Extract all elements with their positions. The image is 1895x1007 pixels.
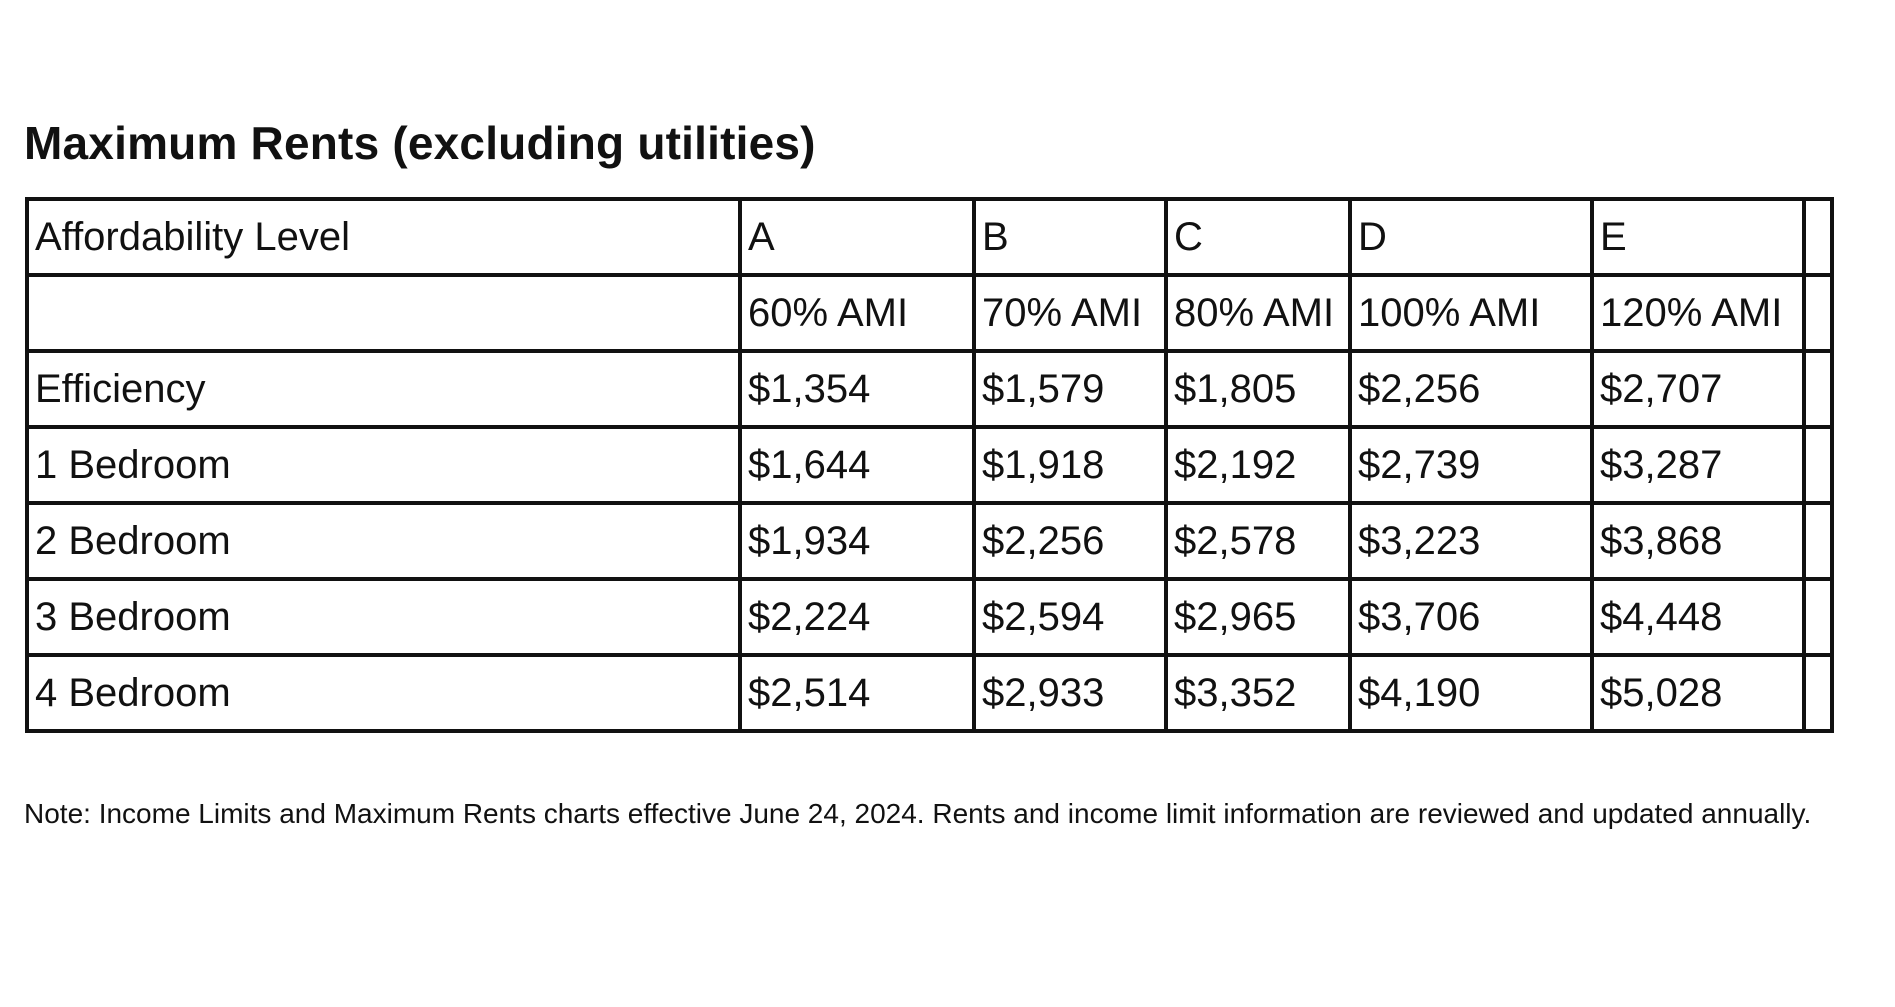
empty-cell xyxy=(1802,273,1834,353)
rent-cell: $1,934 xyxy=(738,501,976,581)
rent-cell: $1,805 xyxy=(1164,349,1352,429)
table-row: 4 Bedroom $2,514 $2,933 $3,352 $4,190 $5… xyxy=(25,653,1834,733)
ami-e-cell: 120% AMI xyxy=(1590,273,1806,353)
rent-cell: $2,256 xyxy=(1348,349,1594,429)
empty-cell xyxy=(1802,501,1834,581)
level-b-header: B xyxy=(972,197,1168,277)
unit-type-label: 2 Bedroom xyxy=(25,501,742,581)
unit-type-label: Efficiency xyxy=(25,349,742,429)
page-title: Maximum Rents (excluding utilities) xyxy=(24,117,816,169)
table-row: 3 Bedroom $2,224 $2,594 $2,965 $3,706 $4… xyxy=(25,577,1834,657)
level-d-header: D xyxy=(1348,197,1594,277)
ami-percentage-row: 60% AMI 70% AMI 80% AMI 100% AMI 120% AM… xyxy=(25,273,1834,353)
maximum-rents-table: Affordability Level A B C D E 60% AMI 70… xyxy=(25,197,1834,733)
empty-cell xyxy=(1802,577,1834,657)
empty-cell xyxy=(1802,349,1834,429)
rent-cell: $1,579 xyxy=(972,349,1168,429)
rent-cell: $4,190 xyxy=(1348,653,1594,733)
empty-cell xyxy=(1802,197,1834,277)
unit-type-label: 1 Bedroom xyxy=(25,425,742,505)
rent-cell: $2,578 xyxy=(1164,501,1352,581)
level-a-header: A xyxy=(738,197,976,277)
affordability-level-header-row: Affordability Level A B C D E xyxy=(25,197,1834,277)
level-c-header: C xyxy=(1164,197,1352,277)
rent-cell: $1,354 xyxy=(738,349,976,429)
ami-d-cell: 100% AMI xyxy=(1348,273,1594,353)
ami-c-cell: 80% AMI xyxy=(1164,273,1352,353)
rent-cell: $3,287 xyxy=(1590,425,1806,505)
ami-b-cell: 70% AMI xyxy=(972,273,1168,353)
footnote: Note: Income Limits and Maximum Rents ch… xyxy=(24,798,1812,829)
rent-cell: $3,223 xyxy=(1348,501,1594,581)
empty-cell xyxy=(1802,653,1834,733)
unit-type-label: 3 Bedroom xyxy=(25,577,742,657)
table-row: Efficiency $1,354 $1,579 $1,805 $2,256 $… xyxy=(25,349,1834,429)
rent-cell: $3,706 xyxy=(1348,577,1594,657)
affordability-level-label: Affordability Level xyxy=(25,197,742,277)
rent-cell: $2,514 xyxy=(738,653,976,733)
rent-cell: $3,352 xyxy=(1164,653,1352,733)
ami-a-cell: 60% AMI xyxy=(738,273,976,353)
rent-cell: $2,224 xyxy=(738,577,976,657)
rent-cell: $2,707 xyxy=(1590,349,1806,429)
rent-cell: $2,965 xyxy=(1164,577,1352,657)
rent-cell: $2,933 xyxy=(972,653,1168,733)
empty-cell xyxy=(1802,425,1834,505)
rent-cell: $3,868 xyxy=(1590,501,1806,581)
rent-cell: $5,028 xyxy=(1590,653,1806,733)
rent-cell: $2,256 xyxy=(972,501,1168,581)
rent-cell: $1,918 xyxy=(972,425,1168,505)
table-row: 1 Bedroom $1,644 $1,918 $2,192 $2,739 $3… xyxy=(25,425,1834,505)
unit-type-label: 4 Bedroom xyxy=(25,653,742,733)
level-e-header: E xyxy=(1590,197,1806,277)
rent-cell: $4,448 xyxy=(1590,577,1806,657)
rent-cell: $2,192 xyxy=(1164,425,1352,505)
rent-cell: $2,594 xyxy=(972,577,1168,657)
rent-cell: $2,739 xyxy=(1348,425,1594,505)
rent-cell: $1,644 xyxy=(738,425,976,505)
table-row: 2 Bedroom $1,934 $2,256 $2,578 $3,223 $3… xyxy=(25,501,1834,581)
ami-row-label xyxy=(25,273,742,353)
